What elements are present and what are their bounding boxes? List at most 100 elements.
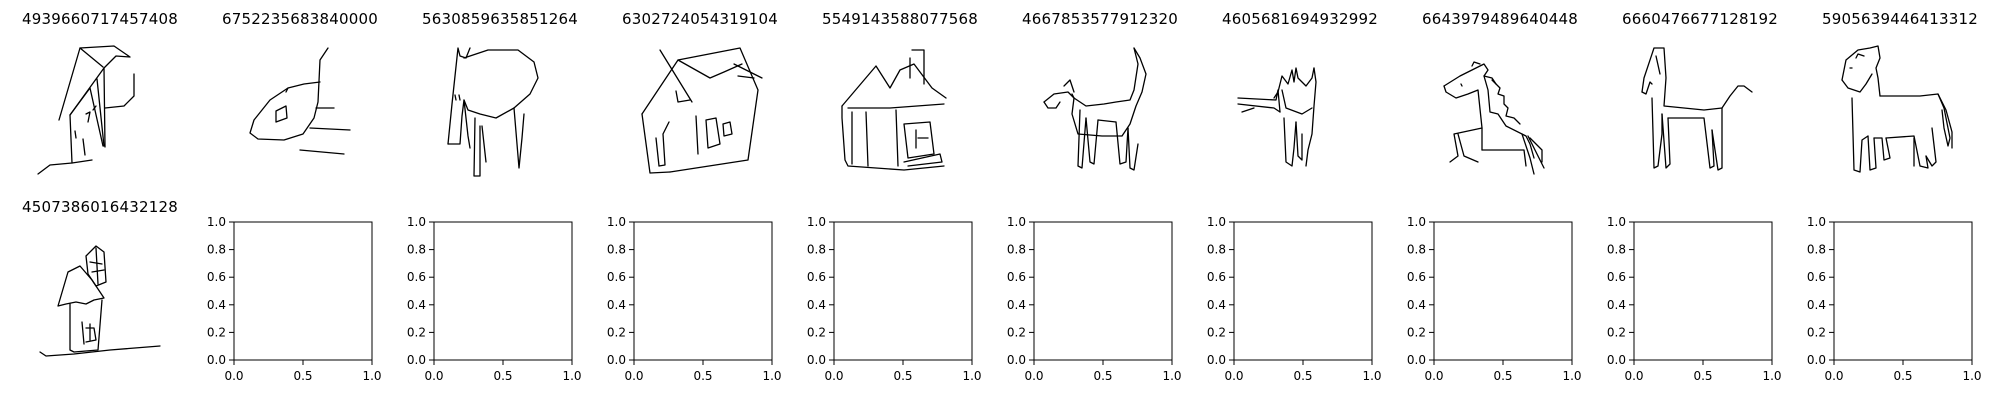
panel-title: 4605681694932992: [1222, 10, 1378, 28]
y-tick-label: 0.2: [1807, 325, 1826, 339]
y-tick-label: 0.6: [207, 270, 226, 284]
y-tick-label: 0.0: [1807, 353, 1826, 367]
y-tick-label: 1.0: [1607, 215, 1626, 229]
y-tick-label: 1.0: [1407, 215, 1426, 229]
y-tick-label: 0.8: [807, 243, 826, 257]
axes-frame: [233, 221, 373, 361]
y-tick-label: 0.2: [607, 325, 626, 339]
axes-frame: [1433, 221, 1573, 361]
house-sketch: [37, 45, 135, 175]
x-tick-label: 0.5: [1893, 369, 1912, 383]
sketch-panel: 5630859635851264: [400, 0, 600, 200]
y-tick-label: 1.0: [607, 215, 626, 229]
y-tick-label: 0.6: [1207, 270, 1226, 284]
y-tick-label: 0.8: [207, 243, 226, 257]
x-tick-label: 0.0: [424, 369, 443, 383]
y-tick-label: 0.0: [607, 353, 626, 367]
y-tick-label: 0.4: [607, 298, 626, 312]
panel-title: 4507386016432128: [22, 198, 178, 216]
y-tick-label: 0.4: [1007, 298, 1026, 312]
y-tick-label: 0.0: [807, 353, 826, 367]
y-tick-label: 1.0: [1207, 215, 1226, 229]
x-tick-label: 0.0: [1424, 369, 1443, 383]
y-tick-label: 0.2: [1607, 325, 1626, 339]
empty-axes: 0.0 0.5 1.0 0.0 0.2 0.4 0.6 0.8 1.0: [1807, 215, 1982, 383]
x-tick-label: 1.0: [1162, 369, 1181, 383]
sketch-panel: 6752235683840000: [200, 0, 400, 200]
x-tick-label: 1.0: [1562, 369, 1581, 383]
y-tick-label: 0.0: [407, 353, 426, 367]
sketch-panel: 4605681694932992: [1200, 0, 1400, 200]
y-tick-label: 1.0: [807, 215, 826, 229]
x-tick-label: 0.5: [1493, 369, 1512, 383]
empty-axes: 0.0 0.5 1.0 0.0 0.2 0.4 0.6 0.8 1.0: [1207, 215, 1382, 383]
panel-title: 6660476677128192: [1622, 10, 1778, 28]
empty-axes: 0.0 0.5 1.0 0.0 0.2 0.4 0.6 0.8 1.0: [407, 215, 582, 383]
sketch-panel: 6302724054319104: [600, 0, 800, 200]
house-sketch: [841, 49, 947, 171]
y-tick-label: 0.8: [1607, 243, 1626, 257]
panel-title: 5630859635851264: [422, 10, 578, 28]
x-tick-label: 0.0: [824, 369, 843, 383]
panel-title: 4667853577912320: [1022, 10, 1178, 28]
horse-sketch: [1443, 61, 1545, 175]
y-tick-label: 0.4: [207, 298, 226, 312]
y-tick-label: 0.4: [807, 298, 826, 312]
y-tick-label: 0.0: [1007, 353, 1026, 367]
x-tick-label: 1.0: [962, 369, 981, 383]
sketch-panel: 4507386016432128: [0, 188, 200, 388]
y-tick-label: 0.0: [1607, 353, 1626, 367]
y-tick-label: 0.6: [1807, 270, 1826, 284]
y-tick-label: 0.8: [1407, 243, 1426, 257]
x-tick-label: 0.0: [624, 369, 643, 383]
y-tick-label: 0.8: [1207, 243, 1226, 257]
y-tick-label: 0.4: [407, 298, 426, 312]
y-tick-label: 0.2: [1407, 325, 1426, 339]
y-tick-label: 0.0: [1407, 353, 1426, 367]
y-tick-label: 0.6: [607, 270, 626, 284]
y-tick-label: 0.4: [1207, 298, 1226, 312]
y-tick-label: 1.0: [407, 215, 426, 229]
axes-frame: [833, 221, 973, 361]
x-tick-label: 0.5: [1293, 369, 1312, 383]
y-tick-label: 0.8: [607, 243, 626, 257]
x-tick-label: 0.5: [693, 369, 712, 383]
axes-frame: [1033, 221, 1173, 361]
sketch-panel: 5549143588077568: [800, 0, 1000, 200]
y-tick-label: 1.0: [1007, 215, 1026, 229]
y-tick-label: 0.4: [1407, 298, 1426, 312]
y-tick-label: 0.4: [1807, 298, 1826, 312]
x-tick-label: 1.0: [1962, 369, 1981, 383]
sketch-panel: 4939660717457408: [0, 0, 200, 200]
y-tick-label: 0.0: [207, 353, 226, 367]
house-sketch: [641, 47, 763, 174]
x-tick-label: 0.0: [1224, 369, 1243, 383]
y-tick-label: 0.0: [1207, 353, 1226, 367]
empty-axes: 0.0 0.5 1.0 0.0 0.2 0.4 0.6 0.8 1.0: [807, 215, 982, 383]
panel-title: 4939660717457408: [22, 10, 178, 28]
y-tick-label: 0.2: [407, 325, 426, 339]
dog-sketch: [1043, 47, 1147, 171]
y-tick-label: 0.8: [1007, 243, 1026, 257]
empty-axes: 0.0 0.5 1.0 0.0 0.2 0.4 0.6 0.8 1.0: [207, 215, 382, 383]
panel-title: 5905639446413312: [1822, 10, 1978, 28]
y-tick-label: 0.6: [1007, 270, 1026, 284]
panel-title: 6752235683840000: [222, 10, 378, 28]
y-tick-label: 0.2: [807, 325, 826, 339]
y-tick-label: 0.8: [407, 243, 426, 257]
dog-sketch: [1237, 67, 1317, 167]
panel-title: 6643979489640448: [1422, 10, 1578, 28]
axes-frame: [433, 221, 573, 361]
animal-sketch: [447, 47, 539, 177]
x-tick-label: 1.0: [1362, 369, 1381, 383]
empty-axes: 0.0 0.5 1.0 0.0 0.2 0.4 0.6 0.8 1.0: [607, 215, 782, 383]
axes-frame: [1633, 221, 1773, 361]
y-tick-label: 0.6: [407, 270, 426, 284]
y-tick-label: 1.0: [207, 215, 226, 229]
x-tick-label: 0.5: [293, 369, 312, 383]
panel-title: 5549143588077568: [822, 10, 978, 28]
empty-axes: 0.0 0.5 1.0 0.0 0.2 0.4 0.6 0.8 1.0: [1407, 215, 1582, 383]
empty-axes: 0.0 0.5 1.0 0.0 0.2 0.4 0.6 0.8 1.0: [1607, 215, 1782, 383]
axes-frame: [633, 221, 773, 361]
